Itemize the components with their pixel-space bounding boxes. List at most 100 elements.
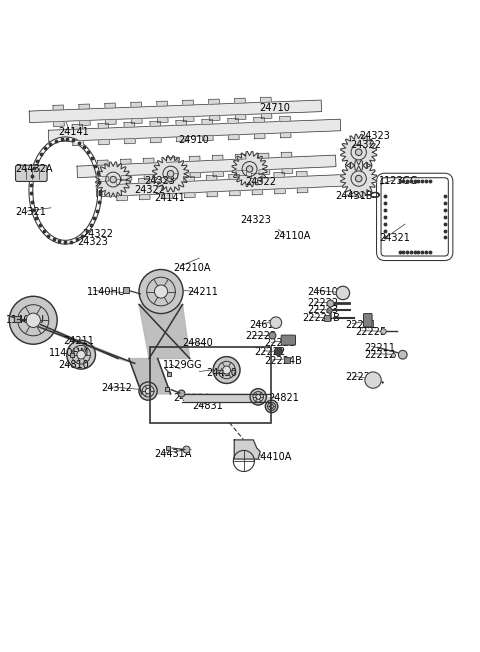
Polygon shape — [206, 175, 217, 181]
Polygon shape — [176, 120, 187, 125]
Polygon shape — [209, 99, 219, 104]
Circle shape — [265, 400, 278, 413]
Text: 24831: 24831 — [192, 402, 223, 411]
Text: 24410A: 24410A — [254, 452, 292, 462]
Polygon shape — [202, 119, 213, 125]
Circle shape — [67, 340, 96, 369]
Text: 24412A: 24412A — [173, 393, 211, 403]
Polygon shape — [131, 102, 142, 108]
Text: 24322: 24322 — [245, 177, 276, 187]
FancyBboxPatch shape — [281, 335, 296, 345]
Polygon shape — [72, 124, 83, 129]
Polygon shape — [139, 194, 150, 200]
FancyBboxPatch shape — [363, 314, 372, 327]
Text: 1140HU: 1140HU — [87, 286, 126, 297]
Polygon shape — [124, 122, 135, 127]
Polygon shape — [280, 132, 291, 138]
Polygon shape — [177, 136, 187, 141]
Polygon shape — [99, 140, 109, 145]
Polygon shape — [167, 173, 178, 179]
Circle shape — [155, 285, 168, 298]
Circle shape — [139, 269, 183, 314]
Polygon shape — [280, 116, 290, 121]
Polygon shape — [207, 192, 218, 197]
Circle shape — [365, 372, 381, 388]
Polygon shape — [161, 177, 172, 183]
Text: 24910: 24910 — [178, 136, 208, 145]
Polygon shape — [162, 194, 173, 199]
Polygon shape — [151, 138, 161, 143]
Polygon shape — [96, 174, 350, 197]
Text: 24322: 24322 — [135, 185, 166, 194]
Polygon shape — [167, 157, 177, 162]
Text: 24321: 24321 — [15, 207, 46, 217]
Text: 24141: 24141 — [58, 127, 89, 137]
Polygon shape — [203, 136, 213, 141]
Polygon shape — [120, 159, 131, 164]
Circle shape — [139, 382, 157, 400]
Text: 24323: 24323 — [77, 237, 108, 247]
Polygon shape — [144, 158, 154, 163]
Text: 24211: 24211 — [187, 288, 218, 297]
Text: 22223: 22223 — [307, 305, 338, 315]
Text: 24323: 24323 — [144, 176, 175, 186]
Circle shape — [77, 350, 85, 359]
Polygon shape — [53, 105, 64, 110]
Text: 22222: 22222 — [307, 298, 338, 308]
Text: 24821: 24821 — [269, 393, 300, 403]
Text: 24321: 24321 — [379, 233, 409, 243]
Polygon shape — [228, 118, 239, 123]
Text: 1129GG: 1129GG — [163, 361, 203, 370]
Polygon shape — [258, 153, 269, 158]
Text: 24450: 24450 — [206, 368, 238, 378]
Polygon shape — [80, 121, 90, 125]
Circle shape — [270, 404, 274, 408]
Polygon shape — [232, 151, 267, 186]
Text: 22221: 22221 — [264, 338, 295, 348]
Polygon shape — [29, 100, 322, 123]
Text: 24312: 24312 — [101, 383, 132, 393]
Polygon shape — [209, 115, 220, 121]
Circle shape — [355, 175, 362, 182]
Polygon shape — [236, 170, 247, 175]
Polygon shape — [105, 103, 116, 108]
Polygon shape — [297, 188, 308, 193]
Circle shape — [250, 389, 266, 405]
Polygon shape — [11, 316, 135, 363]
Polygon shape — [183, 100, 193, 106]
Polygon shape — [106, 119, 116, 125]
Text: 1123GG: 1123GG — [379, 177, 419, 186]
Text: 24322: 24322 — [350, 140, 381, 150]
Polygon shape — [229, 190, 240, 196]
Circle shape — [256, 394, 261, 399]
Polygon shape — [261, 113, 272, 119]
Polygon shape — [282, 168, 293, 173]
Polygon shape — [254, 134, 265, 139]
Polygon shape — [150, 121, 161, 126]
Polygon shape — [259, 170, 270, 175]
Text: 1140HM: 1140HM — [48, 348, 89, 359]
Circle shape — [223, 366, 230, 374]
Polygon shape — [184, 176, 194, 181]
Polygon shape — [139, 304, 190, 359]
Circle shape — [26, 313, 40, 327]
Polygon shape — [77, 155, 336, 177]
Polygon shape — [48, 119, 341, 141]
Polygon shape — [125, 138, 135, 143]
Polygon shape — [157, 101, 168, 106]
Polygon shape — [235, 98, 245, 104]
Polygon shape — [129, 359, 170, 394]
Text: 24322: 24322 — [82, 229, 113, 239]
Polygon shape — [261, 97, 271, 102]
Circle shape — [336, 286, 349, 300]
Polygon shape — [235, 154, 246, 159]
Polygon shape — [183, 117, 194, 121]
Polygon shape — [229, 174, 240, 179]
Text: 22222: 22222 — [254, 347, 286, 357]
Polygon shape — [72, 140, 84, 145]
Polygon shape — [153, 156, 189, 192]
Text: 22211: 22211 — [364, 342, 396, 353]
Polygon shape — [234, 440, 260, 459]
Polygon shape — [190, 172, 201, 177]
Polygon shape — [98, 176, 109, 181]
